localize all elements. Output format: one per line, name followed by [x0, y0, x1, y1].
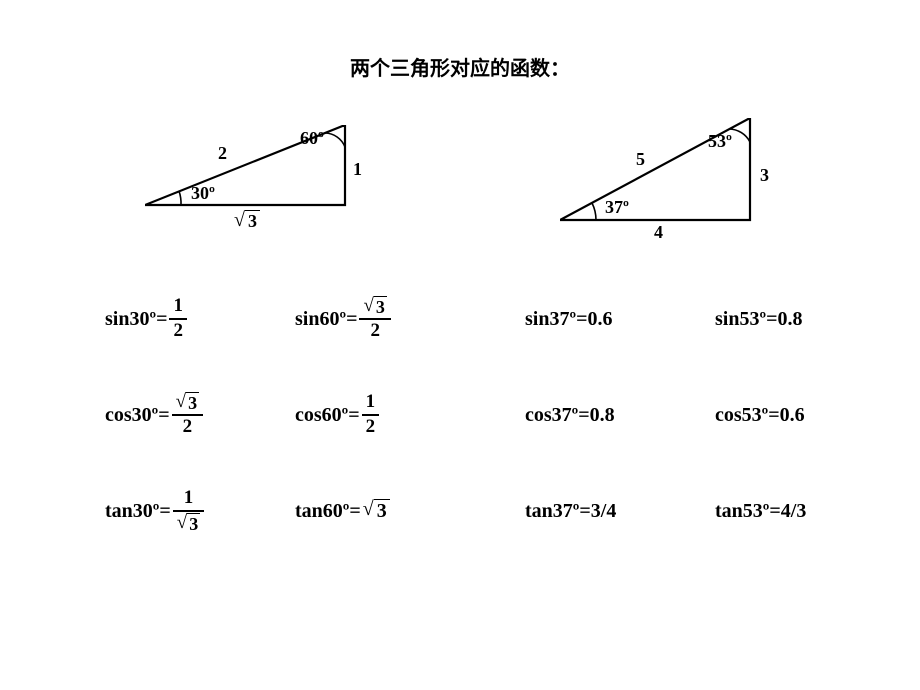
triangle2-angle-53: 53º: [708, 131, 732, 152]
formula-row-sin: sin30º= 12 sin60º= √3 2 sin37º=0.6 sin53…: [105, 295, 865, 343]
triangle1-angle-60: 60º: [300, 128, 324, 149]
formula-tan53: tan53º=4/3: [715, 500, 865, 523]
formula-cos53: cos53º=0.6: [715, 404, 865, 427]
triangle2-adjacent-label: 4: [654, 222, 663, 243]
formula-cos60: cos60º= 12: [295, 391, 525, 438]
formula-cos37: cos37º=0.8: [525, 404, 715, 427]
triangle1-angle-arc-top: [325, 133, 345, 147]
formula-sin53: sin53º=0.8: [715, 308, 865, 331]
formula-grid: sin30º= 12 sin60º= √3 2 sin37º=0.6 sin53…: [105, 295, 865, 583]
triangle2-angle-arc-left: [592, 203, 596, 220]
page-title: 两个三角形对应的函数：: [0, 52, 920, 81]
triangle1-hypotenuse-label: 2: [218, 143, 227, 164]
triangle2-opposite-label: 3: [760, 165, 769, 186]
formula-tan30: tan30º= 1 √3: [105, 487, 295, 534]
triangles-diagram: 2 1 30º 60º √3 5 3 4 37º 53º: [0, 110, 920, 270]
triangle1-adjacent-label: √3: [234, 210, 260, 232]
triangle1-angle-30: 30º: [191, 183, 215, 204]
formula-sin37: sin37º=0.6: [525, 308, 715, 331]
triangle2-hypotenuse-label: 5: [636, 149, 645, 170]
formula-tan37: tan37º=3/4: [525, 500, 715, 523]
formula-cos30: cos30º= √3 2: [105, 391, 295, 438]
triangle1-angle-arc-left: [179, 191, 181, 205]
formula-row-tan: tan30º= 1 √3 tan60º= √3 tan37º=3/4 tan53…: [105, 487, 865, 535]
formula-sin30: sin30º= 12: [105, 295, 295, 342]
formula-tan60: tan60º= √3: [295, 499, 525, 523]
triangle2-angle-37: 37º: [605, 197, 629, 218]
formula-row-cos: cos30º= √3 2 cos60º= 12 cos37º=0.8 cos53…: [105, 391, 865, 439]
triangle2-angle-arc-top: [729, 129, 750, 142]
formula-sin60: sin60º= √3 2: [295, 295, 525, 342]
triangle1-opposite-label: 1: [353, 159, 362, 180]
